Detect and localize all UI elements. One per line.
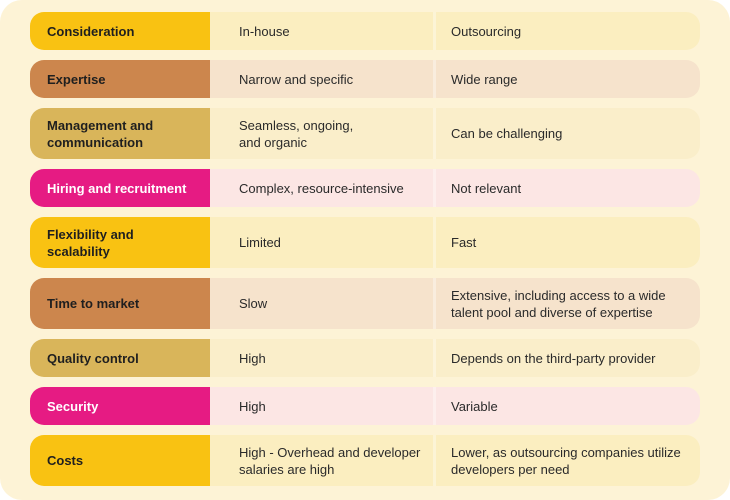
row-label: Management and communication [30, 108, 210, 159]
inhouse-cell: Complex, resource-intensive [210, 169, 436, 207]
inhouse-cell: Slow [210, 278, 436, 329]
table-row-time-to-market: Time to market Slow Extensive, including… [30, 278, 700, 329]
outsourcing-cell: Not relevant [436, 169, 700, 207]
row-label: Time to market [30, 278, 210, 329]
row-label: Security [30, 387, 210, 425]
row-label: Consideration [30, 12, 210, 50]
table-row-expertise: Expertise Narrow and specific Wide range [30, 60, 700, 98]
inhouse-cell: In-house [210, 12, 436, 50]
outsourcing-cell: Outsourcing [436, 12, 700, 50]
outsourcing-cell: Wide range [436, 60, 700, 98]
outsourcing-cell: Can be challenging [436, 108, 700, 159]
row-label: Expertise [30, 60, 210, 98]
table-row-security: Security High Variable [30, 387, 700, 425]
row-label: Costs [30, 435, 210, 486]
table-row-management: Management and communication Seamless, o… [30, 108, 700, 159]
row-label: Hiring and recruitment [30, 169, 210, 207]
outsourcing-cell: Lower, as outsourcing companies utilize … [436, 435, 700, 486]
table-row-consideration: Consideration In-house Outsourcing [30, 12, 700, 50]
outsourcing-cell: Depends on the third-party provider [436, 339, 700, 377]
inhouse-cell: High [210, 387, 436, 425]
inhouse-cell: Narrow and specific [210, 60, 436, 98]
inhouse-cell: Limited [210, 217, 436, 268]
outsourcing-cell: Variable [436, 387, 700, 425]
outsourcing-cell: Fast [436, 217, 700, 268]
table-row-quality-control: Quality control High Depends on the thir… [30, 339, 700, 377]
inhouse-cell: High - Overhead and developer salaries a… [210, 435, 436, 486]
outsourcing-cell: Extensive, including access to a wide ta… [436, 278, 700, 329]
table-row-costs: Costs High - Overhead and developer sala… [30, 435, 700, 486]
table-row-hiring: Hiring and recruitment Complex, resource… [30, 169, 700, 207]
inhouse-cell: High [210, 339, 436, 377]
inhouse-cell: Seamless, ongoing, and organic [210, 108, 436, 159]
row-label: Flexibility and scalability [30, 217, 210, 268]
table-row-flexibility: Flexibility and scalability Limited Fast [30, 217, 700, 268]
comparison-table: Consideration In-house Outsourcing Exper… [30, 12, 700, 496]
row-label: Quality control [30, 339, 210, 377]
